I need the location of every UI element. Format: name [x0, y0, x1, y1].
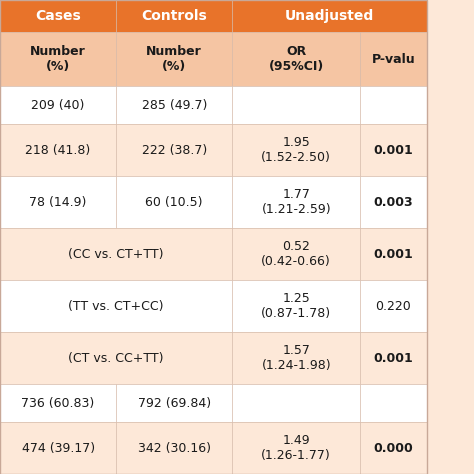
Text: 218 (41.8): 218 (41.8) — [26, 144, 91, 157]
Bar — [232, 176, 360, 228]
Text: 1.57
(1.24-1.98): 1.57 (1.24-1.98) — [262, 344, 331, 372]
Text: Number
(%): Number (%) — [146, 46, 202, 73]
Text: 285 (49.7): 285 (49.7) — [142, 99, 207, 112]
Bar — [0, 332, 232, 384]
Bar — [360, 384, 427, 422]
Bar — [232, 422, 360, 474]
Bar — [232, 86, 360, 124]
Bar — [360, 124, 427, 176]
Text: 1.25
(0.87-1.78): 1.25 (0.87-1.78) — [261, 292, 331, 320]
Bar — [116, 32, 232, 86]
Text: 78 (14.9): 78 (14.9) — [29, 196, 87, 209]
Bar — [232, 384, 360, 422]
Bar — [232, 32, 360, 86]
Text: OR
(95%CI): OR (95%CI) — [269, 46, 324, 73]
Bar — [0, 176, 116, 228]
Bar — [360, 422, 427, 474]
Text: 60 (10.5): 60 (10.5) — [146, 196, 203, 209]
Text: 0.001: 0.001 — [374, 352, 413, 365]
Bar — [360, 280, 427, 332]
Text: 1.95
(1.52-2.50): 1.95 (1.52-2.50) — [261, 137, 331, 164]
Text: 0.001: 0.001 — [374, 248, 413, 261]
Bar — [360, 228, 427, 280]
Bar — [116, 86, 232, 124]
Bar — [116, 384, 232, 422]
Text: 1.77
(1.21-2.59): 1.77 (1.21-2.59) — [262, 188, 331, 216]
Text: 0.001: 0.001 — [374, 144, 413, 157]
Text: (CT vs. CC+TT): (CT vs. CC+TT) — [68, 352, 164, 365]
Bar — [232, 228, 360, 280]
Text: 1.49
(1.26-1.77): 1.49 (1.26-1.77) — [261, 434, 331, 462]
Bar — [232, 280, 360, 332]
Bar — [0, 0, 116, 32]
Bar — [0, 86, 116, 124]
Bar — [232, 332, 360, 384]
Bar — [116, 0, 232, 32]
Bar — [116, 124, 232, 176]
Text: 209 (40): 209 (40) — [31, 99, 85, 112]
Bar — [0, 422, 116, 474]
Bar — [116, 422, 232, 474]
Bar — [360, 332, 427, 384]
Text: 342 (30.16): 342 (30.16) — [137, 441, 211, 455]
Text: 736 (60.83): 736 (60.83) — [21, 397, 95, 410]
Bar — [360, 176, 427, 228]
Bar — [0, 384, 116, 422]
Text: (TT vs. CT+CC): (TT vs. CT+CC) — [68, 300, 164, 313]
Text: 0.003: 0.003 — [374, 196, 413, 209]
Bar — [0, 228, 232, 280]
Bar — [0, 280, 232, 332]
Text: Cases: Cases — [35, 9, 81, 23]
Text: Number
(%): Number (%) — [30, 46, 86, 73]
Bar — [360, 32, 427, 86]
Text: 0.000: 0.000 — [374, 441, 413, 455]
Bar — [232, 124, 360, 176]
Text: (CC vs. CT+TT): (CC vs. CT+TT) — [68, 248, 164, 261]
Text: 0.220: 0.220 — [375, 300, 411, 313]
Bar — [0, 124, 116, 176]
Text: 222 (38.7): 222 (38.7) — [142, 144, 207, 157]
Bar — [116, 176, 232, 228]
Bar — [232, 0, 427, 32]
Text: P-valu: P-valu — [372, 53, 415, 66]
Bar — [0, 32, 116, 86]
Text: 0.52
(0.42-0.66): 0.52 (0.42-0.66) — [261, 240, 331, 268]
Text: Controls: Controls — [141, 9, 207, 23]
Text: 792 (69.84): 792 (69.84) — [137, 397, 211, 410]
Text: Unadjusted: Unadjusted — [285, 9, 374, 23]
Text: 474 (39.17): 474 (39.17) — [21, 441, 95, 455]
Bar — [360, 86, 427, 124]
